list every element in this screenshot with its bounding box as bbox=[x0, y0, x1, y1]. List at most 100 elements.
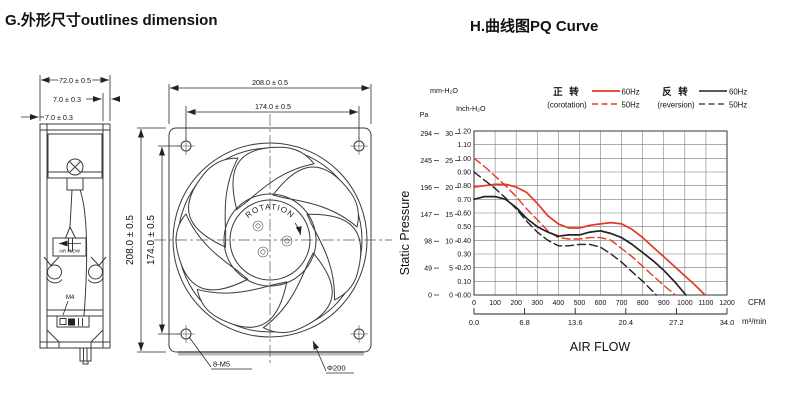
x-tick-label: 600 bbox=[595, 300, 607, 307]
x-tick-label: 100 bbox=[489, 300, 501, 307]
side-view-mounting-bosses bbox=[43, 256, 107, 284]
y-axis-title: Static Pressure bbox=[398, 191, 412, 276]
secondary-tick-label: 0.0 bbox=[469, 318, 479, 327]
y-tick-label: 0.50 bbox=[457, 224, 471, 231]
callout-8-m5: 8-M5 bbox=[188, 336, 252, 370]
y-tick-label: 0.20 bbox=[457, 265, 471, 272]
y-tick-label: 0.60 bbox=[457, 211, 471, 218]
side-view-frame bbox=[39, 123, 111, 349]
dim-flange-b: 7.0 ± 0.3 bbox=[45, 113, 73, 122]
x-tick-label: 1100 bbox=[698, 300, 713, 307]
rotation-arrow-icon bbox=[294, 222, 302, 236]
x-unit-cfm: CFM bbox=[748, 298, 766, 307]
secondary-tick-label: 20.4 bbox=[618, 318, 633, 327]
y-tick-label: 0 bbox=[428, 293, 432, 300]
side-view-dimensions: 72.0 ± 0.5 7.0 ± 0.3 7.0 ± 0.3 bbox=[21, 74, 120, 122]
chart-legend: 正 转 (corotation) 60Hz 50Hz 反 转 (reversio… bbox=[547, 86, 747, 110]
y-tick-label: 5 bbox=[449, 266, 453, 273]
y-tick-label: 0.10 bbox=[457, 279, 471, 286]
secondary-tick-label: 27.2 bbox=[669, 318, 684, 327]
center-lines bbox=[154, 114, 392, 366]
chart-grid bbox=[473, 130, 728, 296]
y-tick-label: 0.30 bbox=[457, 252, 471, 259]
legend-label-reversion-50hz: 50Hz bbox=[729, 101, 747, 110]
y-tick-label: 1.20 bbox=[457, 129, 471, 136]
x-tick-label: 500 bbox=[574, 300, 586, 307]
secondary-tick-label: 6.8 bbox=[519, 318, 529, 327]
chart-secondary-x-axis: 0.0 6.8 13.6 20.4 27.2 34.0 bbox=[469, 308, 735, 327]
section-title-pq-curve: H.曲线图PQ Curve bbox=[470, 18, 599, 35]
y-tick-label: 0.70 bbox=[457, 197, 471, 204]
terminal-block bbox=[47, 309, 103, 328]
secondary-tick-label: 34.0 bbox=[720, 318, 735, 327]
x-axis-title: AIR FLOW bbox=[570, 340, 631, 354]
front-view-shadow bbox=[178, 351, 364, 356]
fan-side-view: AIR FLOW M4 bbox=[21, 74, 120, 365]
y-tick-label: 10 bbox=[445, 239, 453, 246]
impeller-diameter-label: Φ200 bbox=[327, 364, 346, 373]
y-tick-label: 0.90 bbox=[457, 170, 471, 177]
screw-icon bbox=[66, 158, 84, 176]
y-tick-label: 147 bbox=[420, 212, 432, 219]
x-tick-label: 200 bbox=[510, 300, 522, 307]
secondary-tick-label: 13.6 bbox=[568, 318, 583, 327]
y-tick-label: 15 bbox=[445, 212, 453, 219]
terminal-size-label: M4 bbox=[66, 295, 75, 301]
dim-depth: 72.0 ± 0.5 bbox=[59, 76, 91, 85]
impeller-blades bbox=[175, 146, 362, 333]
fan-front-view: ROTATION 208.0 ± 0.5 bbox=[125, 78, 392, 374]
side-view-feet bbox=[46, 329, 104, 348]
legend-group-reversion-sub: (reversion) bbox=[657, 101, 695, 110]
x-tick-label: 1000 bbox=[677, 300, 693, 307]
legend-group-corotation: 正 转 bbox=[553, 86, 581, 98]
y-tick-label: 1.00 bbox=[457, 156, 471, 163]
pq-curve-chart: 0 100 200 300 400 500 600 700 800 900 1000 1100 1200… bbox=[398, 86, 766, 354]
chart-y-ticks: 294 245 196 147 98 49 0 30 25 20 15 10 5 0 1.20 1.10 1.0… bbox=[420, 129, 471, 300]
chart-plot-border bbox=[473, 130, 728, 296]
series-reversion-50hz bbox=[473, 171, 658, 296]
dim-hole-pitch-top: 174.0 ± 0.5 bbox=[255, 102, 291, 111]
y-tick-label: 0.80 bbox=[457, 183, 471, 190]
y-unit-inch-h2o: Inch-H₂O bbox=[456, 104, 486, 113]
x-tick-label: 300 bbox=[531, 300, 543, 307]
y-tick-label: 20 bbox=[445, 185, 453, 192]
legend-group-reversion: 反 转 bbox=[662, 86, 690, 98]
x-tick-label: 700 bbox=[616, 300, 628, 307]
hub-screws bbox=[252, 220, 293, 258]
dim-flange-a: 7.0 ± 0.3 bbox=[53, 95, 81, 104]
x-tick-label: 400 bbox=[552, 300, 564, 307]
cable-gland bbox=[79, 347, 92, 365]
y-tick-label: 245 bbox=[420, 158, 432, 165]
y-tick-label: 25 bbox=[445, 158, 453, 165]
legend-label-corotation-60hz: 60Hz bbox=[622, 88, 640, 97]
dim-height-left: 208.0 ± 0.5 bbox=[125, 215, 136, 265]
legend-group-corotation-sub: (corotation) bbox=[547, 101, 587, 110]
legend-label-corotation-50hz: 50Hz bbox=[622, 101, 640, 110]
x-tick-label: 1200 bbox=[719, 300, 735, 307]
series-reversion-60hz bbox=[473, 195, 687, 296]
y-unit-mm-h2o: mm-H₂O bbox=[430, 86, 458, 95]
air-flow-direction-box: AIR FLOW bbox=[52, 237, 87, 257]
air-flow-direction-label: AIR FLOW bbox=[59, 249, 81, 254]
front-view-dimensions: 208.0 ± 0.5 174.0 ± 0.5 208.0 ± 0.5 174.… bbox=[125, 78, 372, 353]
y-tick-label: 1.10 bbox=[457, 142, 471, 149]
x-tick-label: 800 bbox=[637, 300, 649, 307]
dim-width-top: 208.0 ± 0.5 bbox=[252, 78, 288, 87]
y-tick-label: 294 bbox=[420, 131, 432, 138]
dim-hole-pitch-left: 174.0 ± 0.5 bbox=[146, 215, 157, 265]
section-title-outlines: G.外形尺寸outlines dimension bbox=[5, 12, 218, 29]
series-corotation-50hz bbox=[473, 157, 676, 296]
x-tick-label: 900 bbox=[658, 300, 670, 307]
y-tick-label: 30 bbox=[445, 131, 453, 138]
x-tick-label: 0 bbox=[472, 300, 476, 307]
y-tick-label: 98 bbox=[424, 239, 432, 246]
callout-dia-200: Φ200 bbox=[312, 340, 354, 374]
y-tick-label: 0.00 bbox=[457, 293, 471, 300]
chart-x-ticks: 0 100 200 300 400 500 600 700 800 900 1000 1100 1200 bbox=[472, 300, 735, 307]
mounting-holes-label: 8-M5 bbox=[213, 360, 230, 369]
y-tick-label: 196 bbox=[420, 185, 432, 192]
chart-series bbox=[473, 157, 706, 296]
y-tick-label: 0 bbox=[449, 293, 453, 300]
